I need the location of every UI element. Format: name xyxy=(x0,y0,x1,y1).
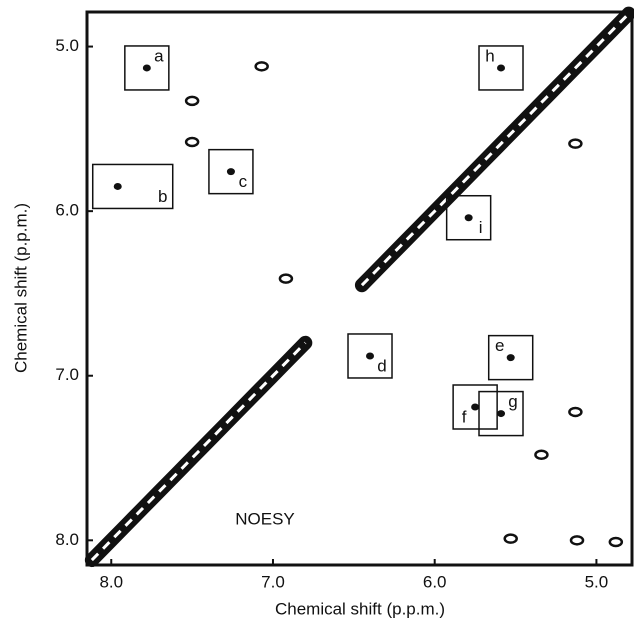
cross-peak xyxy=(366,352,375,360)
label-box xyxy=(124,45,170,91)
cross-peak xyxy=(113,182,122,190)
cross-peak xyxy=(534,449,549,460)
label-box xyxy=(478,45,524,91)
cross-peak xyxy=(254,61,269,72)
peak-label: i xyxy=(479,218,483,237)
cross-peak xyxy=(503,533,518,544)
x-tick-label: 6.0 xyxy=(423,572,447,591)
cross-peak xyxy=(184,95,200,107)
y-tick-label: 7.0 xyxy=(55,365,79,384)
peak-label: d xyxy=(377,356,386,375)
y-tick-label: 5.0 xyxy=(55,36,79,55)
cross-peak xyxy=(142,64,151,72)
diagonal-contour xyxy=(90,12,630,562)
cross-peak xyxy=(226,168,235,176)
peak-label: e xyxy=(495,336,504,355)
cross-peak xyxy=(568,138,583,149)
label-box xyxy=(445,194,492,241)
x-tick-label: 5.0 xyxy=(585,572,609,591)
peak-label: a xyxy=(154,46,164,65)
cross-peak xyxy=(497,64,506,72)
cross-peak xyxy=(506,354,515,362)
plot-frame xyxy=(85,10,634,567)
chart-title: NOESY xyxy=(235,509,295,528)
label-box xyxy=(208,148,254,195)
y-tick-label: 6.0 xyxy=(55,201,79,220)
peak-label: c xyxy=(239,172,248,191)
cross-peak xyxy=(608,536,624,548)
cross-peak xyxy=(278,273,294,284)
peak-label: h xyxy=(485,46,494,65)
cross-peak xyxy=(184,136,200,148)
cross-peak xyxy=(464,214,473,222)
label-box xyxy=(487,334,534,381)
x-tick-label: 8.0 xyxy=(99,572,123,591)
cross-peak xyxy=(569,535,585,546)
x-axis-label: Chemical shift (p.p.m.) xyxy=(275,599,445,618)
label-box xyxy=(478,390,524,437)
peak-label: b xyxy=(158,187,167,206)
cross-peak xyxy=(568,406,583,418)
cross-peak xyxy=(497,410,506,418)
label-box xyxy=(452,384,498,430)
label-box xyxy=(91,163,174,210)
y-tick-label: 8.0 xyxy=(55,530,79,549)
x-tick-label: 7.0 xyxy=(261,572,285,591)
label-box xyxy=(347,333,393,379)
y-axis-label: Chemical shift (p.p.m.) xyxy=(11,203,30,373)
peak-label: f xyxy=(462,407,467,426)
peak-label: g xyxy=(508,392,517,411)
cross-peak xyxy=(471,403,480,411)
